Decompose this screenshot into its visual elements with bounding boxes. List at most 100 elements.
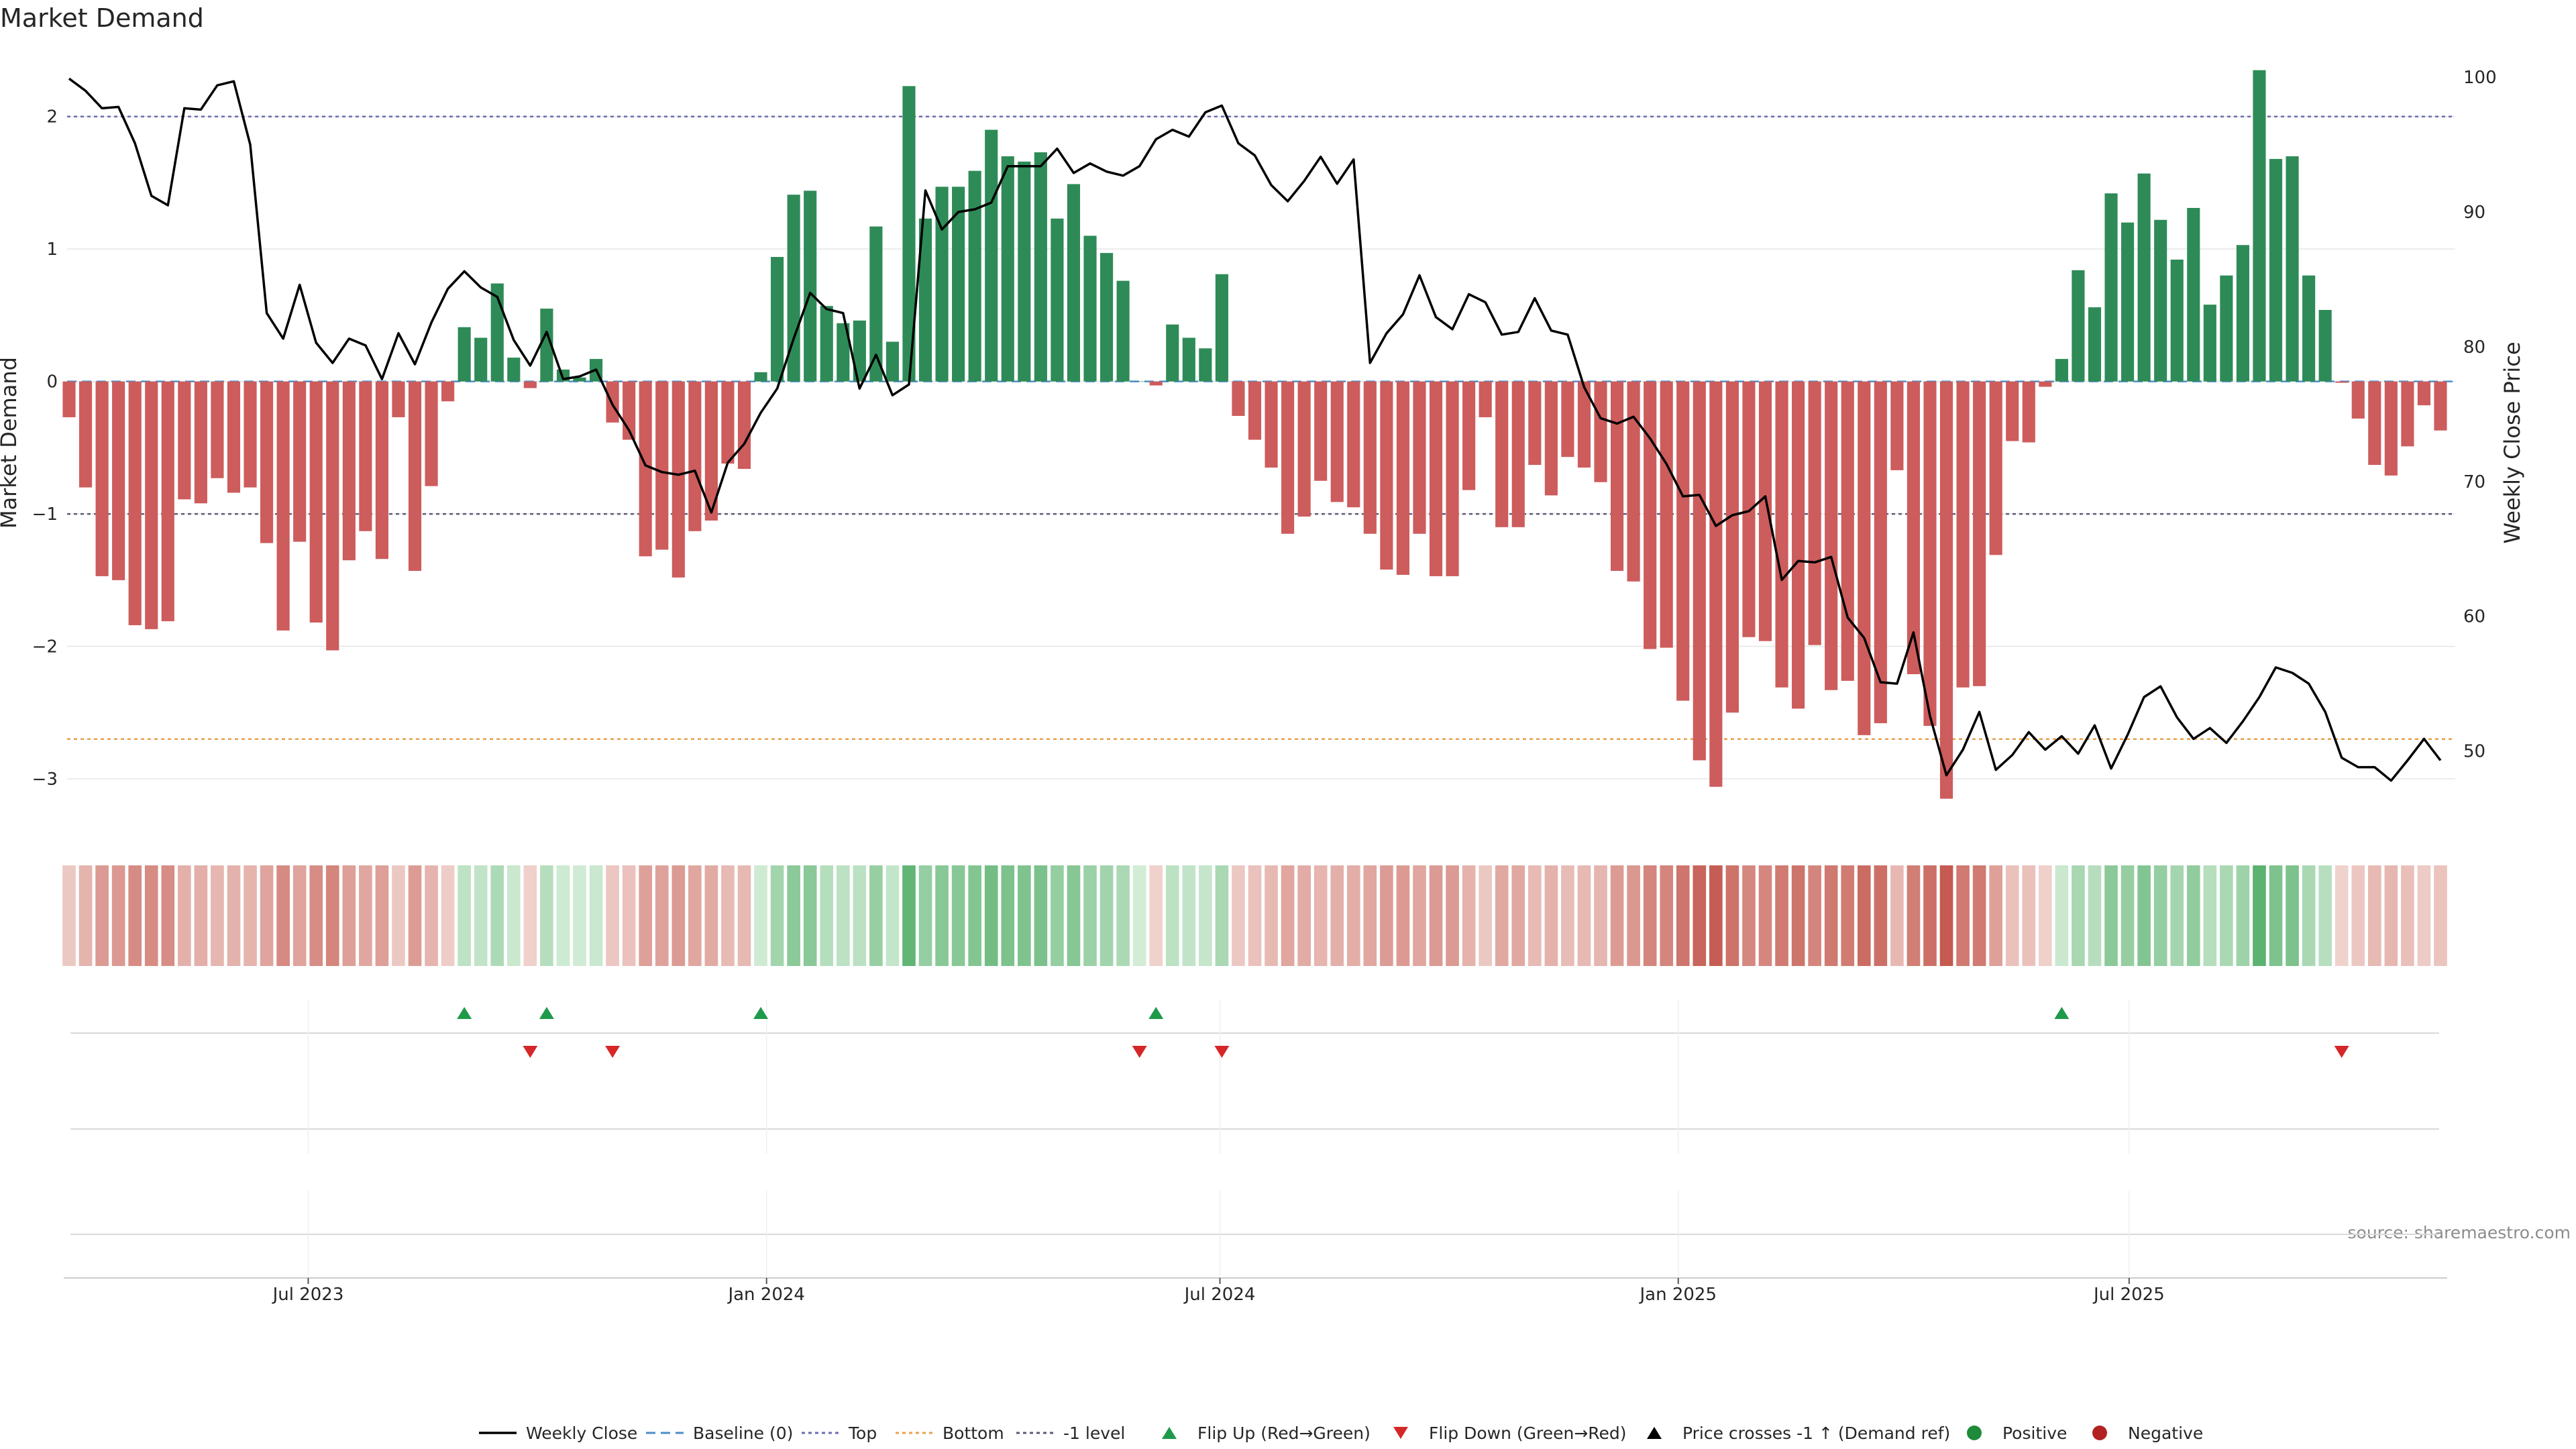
demand-bar	[1907, 381, 1921, 675]
heat-cell	[1676, 865, 1690, 966]
heat-cell	[2253, 865, 2266, 966]
demand-bars	[62, 70, 2447, 799]
heat-cell	[1446, 865, 1459, 966]
demand-bar	[1939, 381, 1953, 799]
demand-bar	[62, 381, 76, 417]
demand-bar	[2318, 310, 2332, 382]
heat-cell	[1643, 865, 1657, 966]
heat-cell	[540, 865, 553, 966]
demand-bar	[227, 381, 241, 493]
demand-bar	[869, 226, 883, 382]
demand-bar	[1067, 184, 1081, 382]
demand-bar	[655, 381, 669, 550]
heat-cell	[1182, 865, 1196, 966]
legend-label: Flip Up (Red→Green)	[1197, 1424, 1371, 1443]
demand-bar	[737, 381, 751, 469]
heat-cell	[292, 865, 307, 966]
heat-cell	[2005, 865, 2019, 966]
demand-bar	[704, 381, 718, 521]
heat-cell	[1099, 865, 1114, 966]
demand-bar	[458, 327, 471, 382]
heat-cell	[639, 865, 653, 966]
heat-cell	[1544, 865, 1558, 966]
demand-bar	[441, 381, 455, 402]
heat-cell	[1248, 865, 1262, 966]
demand-bar	[2401, 381, 2414, 447]
heat-cell	[1051, 865, 1064, 966]
y-tick-left: 1	[46, 239, 58, 260]
demand-bar	[1660, 381, 1673, 648]
demand-bar	[2039, 381, 2052, 387]
heat-cell	[1528, 865, 1542, 966]
heat-cell	[2269, 865, 2283, 966]
heat-cell	[1363, 865, 1377, 966]
demand-bar	[1577, 381, 1591, 468]
demand-bar	[1758, 381, 1772, 641]
heat-cell	[1627, 865, 1640, 966]
demand-bar	[1841, 381, 1854, 681]
demand-bar	[935, 186, 949, 382]
demand-bar	[2434, 381, 2447, 431]
demand-bar	[1825, 381, 1838, 690]
x-axis: Jul 2023 Jan 2024 Jul 2024 Jan 2025 Jul 2025	[64, 1277, 2447, 1305]
heat-cell	[1001, 865, 1015, 966]
heat-cell	[688, 865, 702, 966]
demand-bar	[1973, 381, 1986, 686]
heat-cell	[2220, 865, 2233, 966]
heat-cell	[1165, 865, 1179, 966]
demand-bar	[1232, 381, 1245, 416]
legend-swatch	[2092, 1426, 2107, 1440]
demand-bar	[918, 218, 932, 382]
heat-cell	[622, 865, 636, 966]
legend-label: Flip Down (Green→Red)	[1429, 1424, 1627, 1443]
demand-bar	[672, 381, 685, 578]
demand-bar	[2072, 270, 2085, 382]
demand-bar	[1330, 381, 1344, 502]
demand-bar	[112, 381, 125, 580]
demand-bar	[968, 170, 981, 382]
legend-label: Positive	[2002, 1424, 2067, 1443]
demand-bar	[1676, 381, 1690, 701]
heat-cell	[951, 865, 965, 966]
demand-bar	[2286, 156, 2299, 382]
heat-cell	[1232, 865, 1245, 966]
demand-bar	[1610, 381, 1624, 572]
heat-cell	[1972, 865, 1986, 966]
heat-cell	[1495, 865, 1509, 966]
heat-cell	[325, 865, 339, 966]
heat-cell	[1742, 865, 1756, 966]
demand-bar	[1792, 381, 1805, 709]
heat-cell	[144, 865, 158, 966]
heat-cell	[787, 865, 800, 966]
heat-cell	[2137, 865, 2151, 966]
heat-cell	[1132, 865, 1146, 966]
heat-cell	[1907, 865, 1921, 966]
heat-cell	[2055, 865, 2069, 966]
heat-cell	[1989, 865, 2003, 966]
demand-bar	[820, 306, 833, 382]
heat-cell	[2367, 865, 2381, 966]
x-tick-label: Jul 2023	[272, 1285, 344, 1305]
y-ticks-left: 2 1 0 −1 −2 −3	[32, 107, 58, 790]
y-tick-left: −3	[32, 769, 58, 790]
heat-cell	[2022, 865, 2036, 966]
heat-cell	[1265, 865, 1278, 966]
legend-label: Bottom	[943, 1424, 1004, 1443]
heat-cell	[2121, 865, 2135, 966]
legend-swatch	[1647, 1427, 1662, 1439]
flip-events-panel	[70, 1000, 2439, 1278]
heat-cell	[556, 865, 570, 966]
demand-bar	[1923, 381, 1937, 727]
heat-cell	[655, 865, 669, 966]
flip-up-marker	[539, 1007, 554, 1019]
demand-bar	[1742, 381, 1756, 637]
weekly-close-line	[68, 77, 2442, 782]
demand-bar	[408, 381, 422, 572]
heat-cell	[885, 865, 900, 966]
demand-bar	[1166, 324, 1179, 382]
demand-bar	[1528, 381, 1542, 466]
demand-bar	[244, 381, 257, 488]
heat-cell	[1841, 865, 1855, 966]
demand-bar	[771, 257, 784, 382]
heat-cell	[276, 865, 290, 966]
